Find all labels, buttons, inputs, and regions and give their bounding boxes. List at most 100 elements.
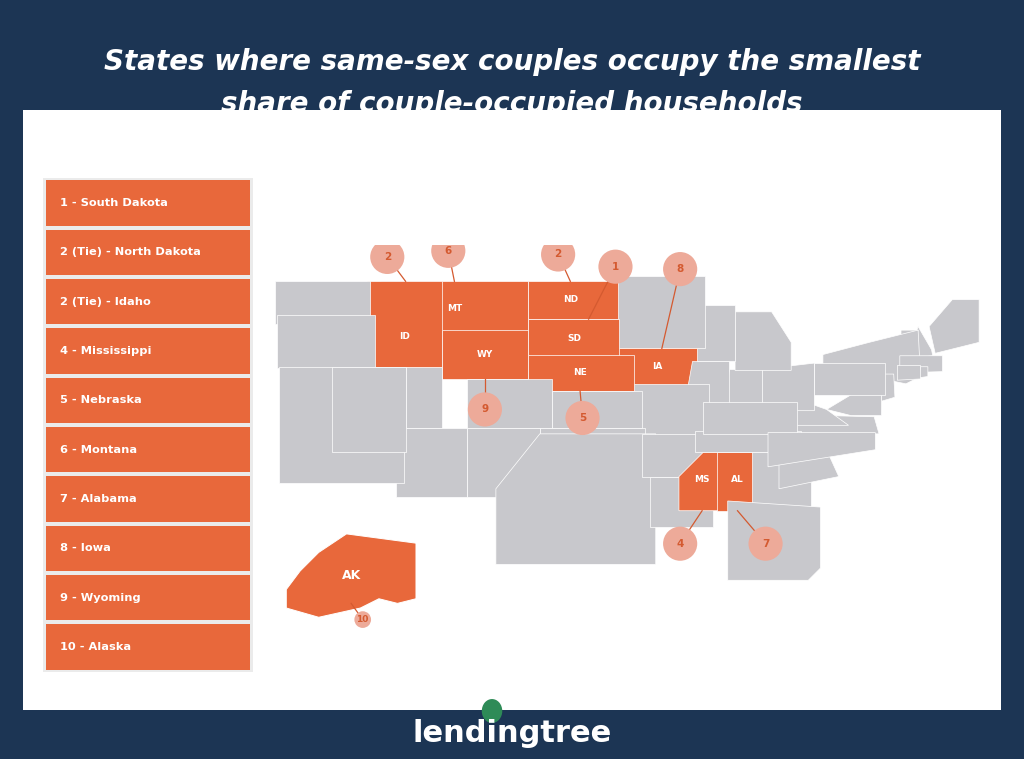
Text: 6 - Montana: 6 - Montana	[60, 445, 137, 455]
Circle shape	[664, 252, 697, 286]
Polygon shape	[717, 452, 761, 511]
Polygon shape	[823, 330, 921, 384]
Text: 5 - Nebraska: 5 - Nebraska	[60, 395, 142, 405]
Text: 4 - Mississippi: 4 - Mississippi	[60, 346, 152, 356]
Text: ND: ND	[563, 295, 578, 304]
Circle shape	[565, 401, 600, 435]
Text: 8: 8	[677, 264, 684, 274]
Polygon shape	[649, 477, 713, 527]
Text: States where same-sex couples occupy the smallest: States where same-sex couples occupy the…	[103, 49, 921, 76]
Polygon shape	[680, 361, 729, 428]
Polygon shape	[871, 394, 882, 411]
Polygon shape	[695, 431, 801, 452]
Polygon shape	[753, 452, 811, 509]
Circle shape	[598, 250, 633, 284]
Ellipse shape	[482, 699, 503, 723]
Polygon shape	[287, 534, 416, 617]
Text: lendingtree: lendingtree	[413, 720, 611, 748]
Text: 2 (Tie) - Idaho: 2 (Tie) - Idaho	[60, 297, 151, 307]
Polygon shape	[703, 402, 798, 434]
FancyBboxPatch shape	[45, 477, 251, 521]
Text: NE: NE	[573, 368, 587, 377]
Polygon shape	[897, 366, 921, 380]
Polygon shape	[527, 282, 617, 319]
Polygon shape	[496, 434, 655, 565]
Text: AL: AL	[731, 474, 743, 483]
Polygon shape	[900, 356, 942, 373]
Text: 2 (Tie) - North Dakota: 2 (Tie) - North Dakota	[60, 247, 201, 257]
FancyBboxPatch shape	[45, 575, 251, 620]
Text: 1 - South Dakota: 1 - South Dakota	[60, 198, 168, 208]
Polygon shape	[552, 391, 642, 428]
Polygon shape	[642, 434, 703, 477]
Polygon shape	[467, 379, 552, 428]
Polygon shape	[367, 282, 442, 367]
Polygon shape	[617, 348, 697, 386]
Circle shape	[468, 392, 502, 427]
FancyBboxPatch shape	[45, 427, 251, 472]
Text: 2: 2	[384, 252, 391, 262]
Polygon shape	[527, 354, 634, 391]
Circle shape	[431, 234, 465, 268]
Polygon shape	[775, 416, 879, 434]
Text: MT: MT	[446, 304, 462, 313]
Text: 9: 9	[481, 405, 488, 414]
FancyBboxPatch shape	[45, 181, 251, 225]
Text: MS: MS	[694, 474, 710, 483]
FancyBboxPatch shape	[45, 230, 251, 275]
Polygon shape	[664, 304, 735, 361]
Text: ID: ID	[399, 332, 410, 341]
Polygon shape	[762, 363, 814, 411]
Polygon shape	[406, 367, 442, 428]
Text: 5: 5	[579, 413, 586, 423]
Circle shape	[354, 611, 371, 628]
Text: 8 - Iowa: 8 - Iowa	[60, 543, 111, 553]
Polygon shape	[788, 396, 849, 425]
FancyBboxPatch shape	[45, 378, 251, 423]
Text: SD: SD	[567, 334, 581, 343]
Polygon shape	[874, 374, 895, 403]
Text: share of couple-occupied households: share of couple-occupied households	[221, 90, 803, 118]
FancyBboxPatch shape	[45, 526, 251, 571]
Text: 4: 4	[677, 539, 684, 549]
Polygon shape	[381, 282, 527, 338]
FancyBboxPatch shape	[45, 625, 251, 669]
Polygon shape	[768, 433, 876, 467]
FancyBboxPatch shape	[8, 101, 1016, 719]
Text: 2: 2	[555, 250, 562, 260]
Polygon shape	[278, 316, 375, 368]
Polygon shape	[527, 319, 620, 361]
Circle shape	[541, 238, 575, 272]
Polygon shape	[722, 369, 762, 418]
Polygon shape	[610, 276, 705, 348]
Polygon shape	[920, 367, 928, 378]
Polygon shape	[728, 501, 820, 581]
Circle shape	[749, 527, 782, 561]
Text: WY: WY	[477, 350, 493, 359]
Polygon shape	[779, 450, 839, 489]
Polygon shape	[735, 312, 792, 370]
Polygon shape	[901, 330, 919, 358]
Polygon shape	[540, 428, 645, 469]
Polygon shape	[929, 300, 979, 354]
Polygon shape	[333, 367, 406, 452]
FancyBboxPatch shape	[39, 168, 257, 682]
Polygon shape	[467, 428, 540, 497]
Polygon shape	[910, 326, 933, 358]
Polygon shape	[826, 395, 882, 416]
Polygon shape	[628, 384, 710, 440]
Polygon shape	[679, 452, 722, 511]
Circle shape	[371, 240, 404, 274]
Text: 10 - Alaska: 10 - Alaska	[60, 642, 131, 652]
Polygon shape	[279, 367, 404, 483]
Text: AK: AK	[342, 569, 360, 582]
Polygon shape	[275, 282, 371, 324]
Polygon shape	[396, 428, 467, 497]
Text: 7: 7	[762, 539, 769, 549]
Text: 9 - Wyoming: 9 - Wyoming	[60, 593, 141, 603]
FancyBboxPatch shape	[45, 279, 251, 324]
Polygon shape	[814, 363, 885, 395]
Text: 1: 1	[612, 262, 620, 272]
Text: 10: 10	[356, 615, 369, 624]
FancyBboxPatch shape	[45, 329, 251, 373]
